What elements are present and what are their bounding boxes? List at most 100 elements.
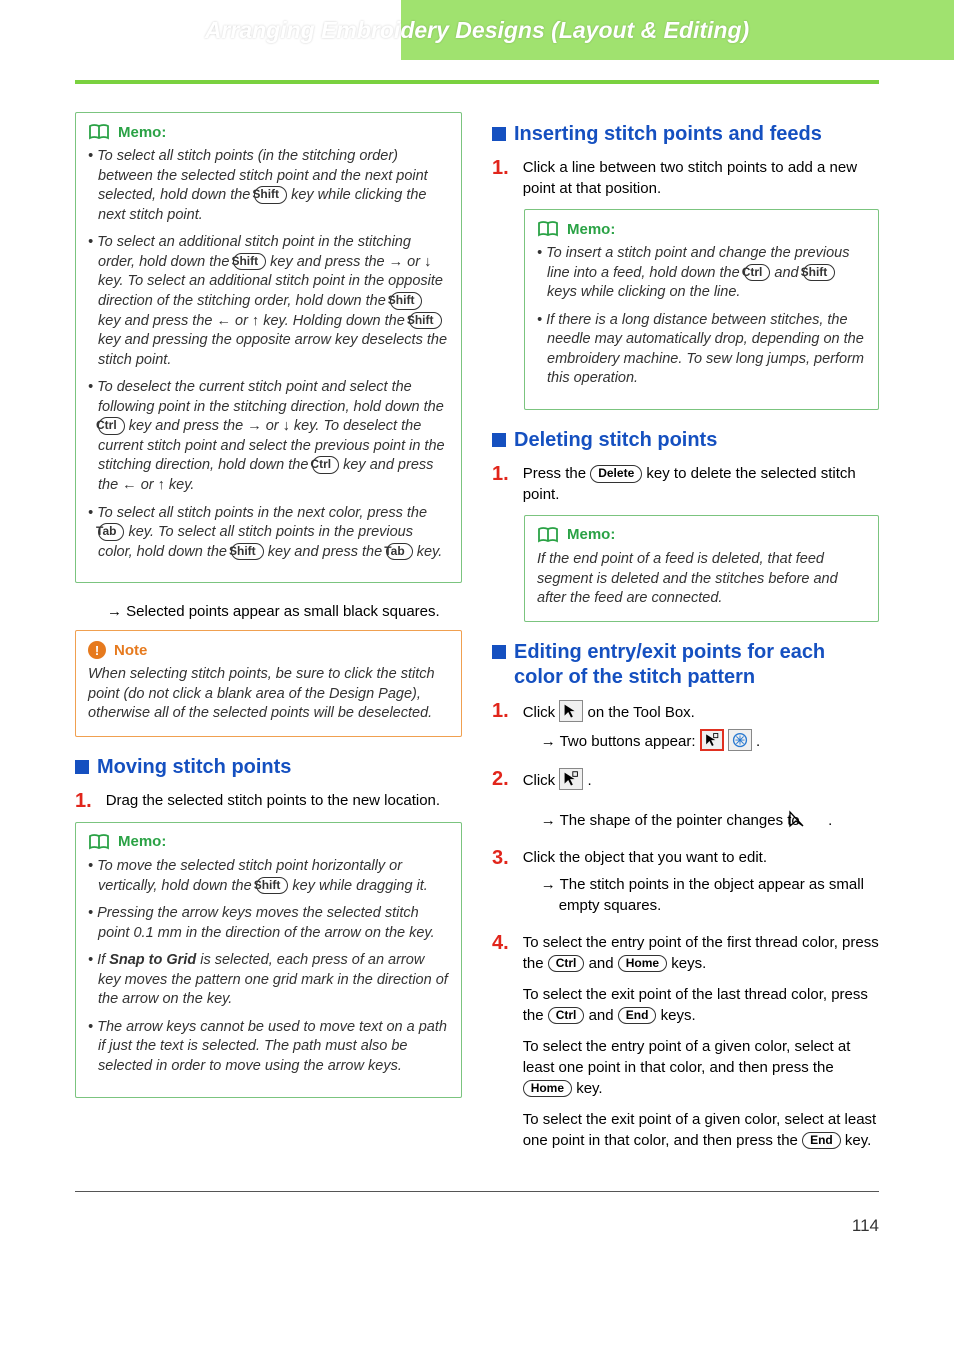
key-shift: Shift [256, 877, 289, 895]
memo-item: To select an additional stitch point in … [88, 233, 449, 370]
note-label: Note [114, 642, 147, 659]
key-tab: Tab [98, 523, 124, 541]
section-heading-deleting: Deleting stitch points [492, 428, 879, 453]
memo-label: Memo: [567, 526, 615, 543]
key-ctrl: Ctrl [548, 955, 585, 973]
key-tab: Tab [386, 543, 412, 561]
memo-box: Memo: If the end point of a feed is dele… [524, 515, 879, 622]
section-heading-inserting: Inserting stitch points and feeds [492, 122, 879, 147]
tool-entry-exit-icon [700, 729, 724, 751]
step-number: 3. [492, 847, 509, 922]
book-icon [537, 220, 559, 238]
memo-item: The arrow keys cannot be used to move te… [88, 1018, 449, 1077]
result-line: Selected points appear as small black sq… [107, 601, 462, 622]
memo-box: Memo: To select all stitch points (in th… [75, 112, 462, 583]
book-icon [88, 833, 110, 851]
cursor-triangle-icon [804, 809, 824, 829]
memo-item: If Snap to Grid is selected, each press … [88, 951, 449, 1010]
section-heading-moving: Moving stitch points [75, 755, 462, 780]
result-line: Two buttons appear: . [541, 729, 879, 752]
memo-body: If the end point of a feed is deleted, t… [537, 550, 866, 609]
step: 1. Click a line between two stitch point… [492, 157, 879, 199]
key-shift: Shift [231, 543, 264, 561]
right-column: Inserting stitch points and feeds 1. Cli… [492, 112, 879, 1171]
step: 1. Press the Delete key to delete the se… [492, 463, 879, 505]
key-shift: Shift [390, 292, 423, 310]
memo-item: If there is a long distance between stit… [537, 311, 866, 389]
memo-label: Memo: [118, 833, 166, 850]
memo-item: To move the selected stitch point horizo… [88, 857, 449, 896]
note-box: ! Note When selecting stitch points, be … [75, 630, 462, 737]
memo-item: To deselect the current stitch point and… [88, 378, 449, 495]
step: 1. Drag the selected stitch points to th… [75, 790, 462, 812]
key-ctrl: Ctrl [548, 1007, 585, 1025]
memo-box: Memo: To insert a stitch point and chang… [524, 209, 879, 410]
key-shift: Shift [803, 264, 836, 282]
step-number: 1. [492, 700, 509, 758]
memo-box: Memo: To move the selected stitch point … [75, 822, 462, 1098]
step-number: 2. [492, 768, 509, 837]
step-number: 1. [492, 463, 509, 505]
content-columns: Memo: To select all stitch points (in th… [0, 112, 954, 1171]
step: 1. Click on the Tool Box. Two buttons ap… [492, 700, 879, 758]
warning-icon: ! [88, 641, 106, 659]
note-body: When selecting stitch points, be sure to… [88, 665, 449, 724]
memo-body: To move the selected stitch point horizo… [88, 857, 449, 1077]
step-number: 1. [75, 790, 92, 812]
square-bullet-icon [492, 127, 506, 141]
memo-label: Memo: [567, 221, 615, 238]
memo-header: Memo: [537, 220, 866, 238]
instruction-line: To select the exit point of a given colo… [523, 1109, 879, 1151]
header-rule [75, 80, 879, 84]
book-icon [88, 123, 110, 141]
tool-entry-exit-icon [559, 768, 583, 790]
memo-item: Pressing the arrow keys moves the select… [88, 904, 449, 943]
toolbox-pointer-icon [559, 700, 583, 722]
key-shift: Shift [409, 312, 442, 330]
key-delete: Delete [590, 465, 642, 483]
instruction-line: To select the exit point of the last thr… [523, 984, 879, 1026]
step-number: 1. [492, 157, 509, 199]
key-home: Home [618, 955, 667, 973]
step-number: 4. [492, 932, 509, 1161]
key-shift: Shift [254, 186, 287, 204]
memo-body: To select all stitch points (in the stit… [88, 147, 449, 562]
instruction-line: To select the entry point of a given col… [523, 1036, 879, 1099]
instruction-line: To select the entry point of the first t… [523, 932, 879, 974]
key-end: End [618, 1007, 657, 1025]
square-bullet-icon [492, 433, 506, 447]
page-header: Arranging Embroidery Designs (Layout & E… [0, 0, 954, 60]
step-body: Click on the Tool Box. Two buttons appea… [523, 700, 879, 758]
page-title: Arranging Embroidery Designs (Layout & E… [205, 17, 749, 44]
key-end: End [802, 1132, 841, 1150]
memo-header: Memo: [88, 833, 449, 851]
memo-item: To insert a stitch point and change the … [537, 244, 866, 303]
section-heading-editing: Editing entry/exit points for each color… [492, 640, 879, 690]
square-bullet-icon [75, 760, 89, 774]
memo-body: To insert a stitch point and change the … [537, 244, 866, 389]
memo-header: Memo: [88, 123, 449, 141]
left-column: Memo: To select all stitch points (in th… [75, 112, 462, 1171]
key-ctrl: Ctrl [744, 264, 771, 282]
key-ctrl: Ctrl [312, 456, 339, 474]
step-body: Press the Delete key to delete the selec… [523, 463, 879, 505]
result-line: The stitch points in the object appear a… [541, 874, 879, 916]
step: 4. To select the entry point of the firs… [492, 932, 879, 1161]
book-icon [537, 526, 559, 544]
page-number: 114 [0, 1192, 954, 1266]
step-body: Click a line between two stitch points t… [523, 157, 879, 199]
step-body: To select the entry point of the first t… [523, 932, 879, 1161]
key-ctrl: Ctrl [98, 417, 125, 435]
key-home: Home [523, 1080, 572, 1098]
note-header: ! Note [88, 641, 449, 659]
square-bullet-icon [492, 645, 506, 659]
step-body: Drag the selected stitch points to the n… [106, 790, 462, 812]
step: 2. Click . The shape of the pointer chan… [492, 768, 879, 837]
result-line: The shape of the pointer changes to . [541, 809, 879, 831]
tool-stitch-icon [728, 729, 752, 751]
step-body: Click the object that you want to edit. … [523, 847, 879, 922]
memo-header: Memo: [537, 526, 866, 544]
memo-item: To select all stitch points in the next … [88, 504, 449, 563]
step: 3. Click the object that you want to edi… [492, 847, 879, 922]
memo-label: Memo: [118, 124, 166, 141]
